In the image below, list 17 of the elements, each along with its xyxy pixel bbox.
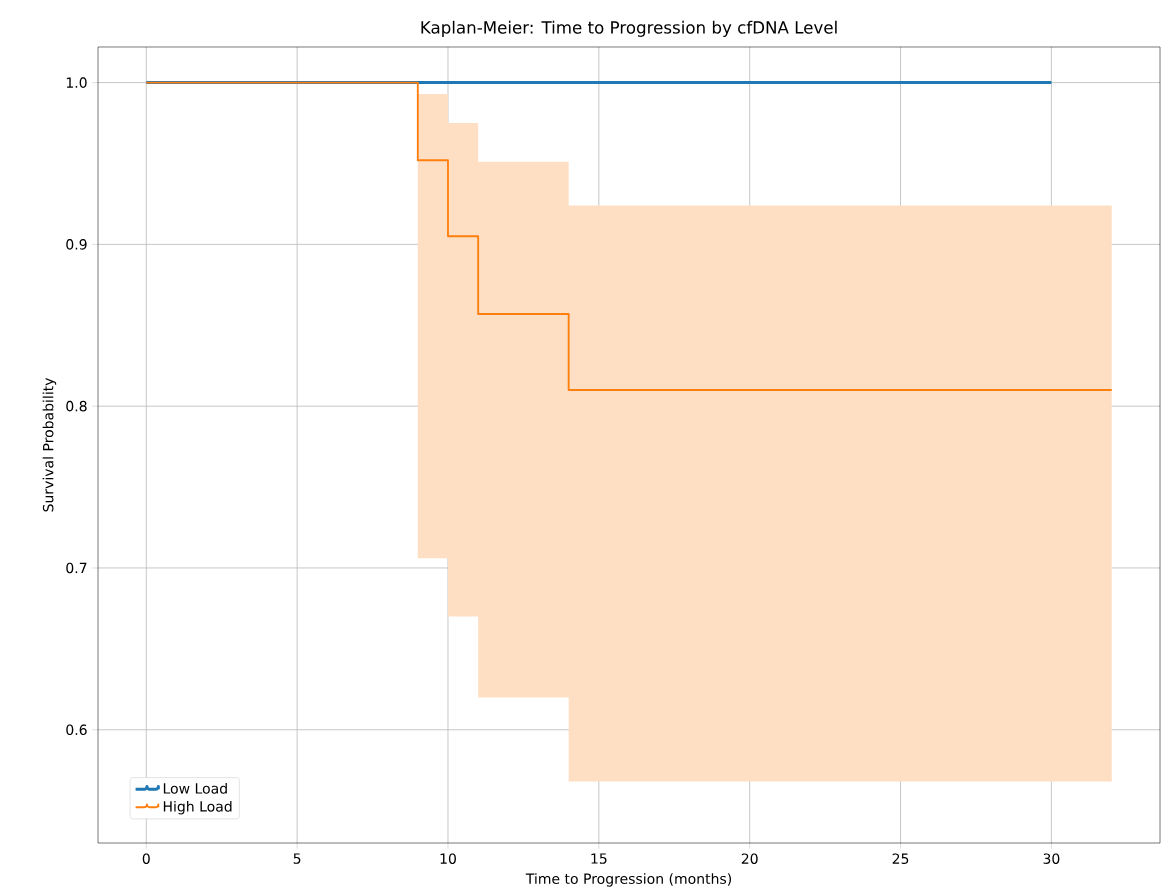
x-tick-label: 5 (293, 853, 301, 864)
x-axis-title: Time to Progression (months) (525, 873, 732, 887)
x-tick-label: 30 (1043, 853, 1060, 864)
y-tick-label: 0.9 (66, 239, 87, 250)
y-tick-label: 0.8 (66, 400, 87, 412)
legend-label: High Load (163, 800, 232, 815)
chart-title: Kaplan-Meier: Time to Progression by cfDNA Level (421, 20, 837, 37)
y-axis-title: Survival Probability (42, 377, 57, 512)
legend-label: Low Load (163, 782, 227, 794)
y-tick-label: 0.6 (66, 724, 87, 735)
x-tick-label: 15 (591, 853, 607, 864)
y-tick-label: 1.0 (66, 77, 87, 88)
x-tick-label: 25 (892, 853, 909, 864)
x-tick-label: 10 (440, 853, 456, 864)
y-tick-label: 0.7 (66, 562, 87, 574)
x-tick-label: 20 (741, 853, 758, 864)
x-tick-label: 0 (142, 853, 150, 864)
